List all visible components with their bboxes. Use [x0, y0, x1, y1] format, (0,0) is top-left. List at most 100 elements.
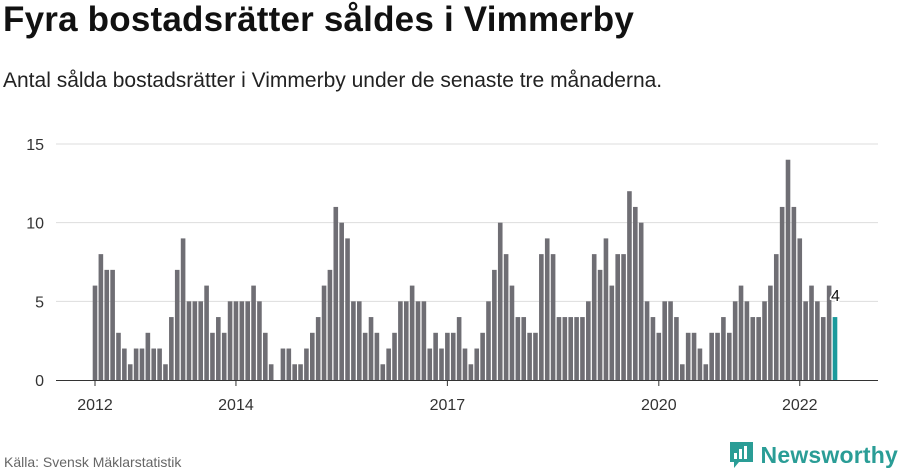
- bar: [580, 317, 585, 380]
- bar: [691, 332, 697, 380]
- bar: [480, 332, 485, 380]
- bar: [527, 332, 532, 380]
- bar: [773, 254, 779, 380]
- y-tick-label: 5: [35, 294, 44, 311]
- bar: [820, 317, 826, 380]
- x-tick-label: 2012: [77, 397, 113, 414]
- bar: [762, 301, 767, 380]
- bar: [310, 332, 315, 380]
- bar: [427, 348, 433, 380]
- bar: [826, 285, 832, 380]
- bar-latest: [832, 317, 838, 380]
- bar: [151, 348, 157, 380]
- bar: [180, 238, 186, 380]
- newsworthy-logo-icon: [729, 442, 753, 468]
- bar: [292, 364, 297, 380]
- bar: [732, 301, 738, 380]
- bar: [345, 238, 350, 380]
- bar: [257, 301, 262, 380]
- bar: [327, 269, 333, 380]
- bar: [163, 364, 168, 380]
- bar: [386, 348, 391, 380]
- chart-subtitle: Antal sålda bostadsrätter i Vimmerby und…: [3, 69, 663, 92]
- bar: [110, 269, 115, 380]
- bar: [474, 348, 480, 380]
- bar: [403, 301, 409, 380]
- bar: [809, 285, 814, 380]
- bar: [356, 301, 362, 380]
- bar: [398, 301, 403, 380]
- bar: [492, 269, 497, 380]
- bar: [662, 301, 667, 380]
- bar: [597, 269, 603, 380]
- bar: [703, 364, 709, 380]
- bar: [497, 222, 503, 380]
- bar: [685, 332, 691, 380]
- bar: [586, 301, 591, 380]
- bar: [550, 254, 556, 380]
- bar: [139, 348, 145, 380]
- bar: [221, 332, 227, 380]
- bar: [462, 348, 468, 380]
- bar: [227, 301, 233, 380]
- bar: [104, 269, 110, 380]
- bar: [169, 317, 174, 380]
- bar: [574, 317, 579, 380]
- x-tick-label: 2017: [430, 397, 466, 414]
- bar: [415, 301, 421, 380]
- bar: [286, 348, 292, 380]
- bar: [627, 191, 632, 380]
- bar: [744, 301, 750, 380]
- bar: [697, 348, 703, 380]
- bar: [650, 317, 656, 380]
- bar: [210, 332, 215, 380]
- bar: [351, 301, 356, 380]
- y-tick-label: 15: [26, 137, 44, 154]
- bar: [216, 317, 221, 380]
- x-tick-label: 2022: [782, 397, 818, 414]
- bar: [268, 364, 274, 380]
- bar: [157, 348, 162, 380]
- bar: [133, 348, 139, 380]
- y-tick-label: 10: [26, 216, 44, 233]
- bar: [609, 285, 615, 380]
- bar: [368, 317, 374, 380]
- bar: [116, 332, 121, 380]
- bar: [174, 269, 180, 380]
- bar: [439, 348, 444, 380]
- bar: [239, 301, 245, 380]
- bar: [374, 332, 380, 380]
- bar: [568, 317, 574, 380]
- bar: [785, 159, 791, 380]
- bar: [797, 238, 803, 380]
- bar: [304, 348, 309, 380]
- bar: [779, 206, 785, 380]
- brand-name: Newsworthy: [760, 441, 898, 468]
- bar: [456, 317, 462, 380]
- bar: [339, 222, 344, 380]
- bar: [433, 332, 438, 380]
- bar: [198, 301, 204, 380]
- bar: [803, 301, 808, 380]
- bar: [768, 285, 773, 380]
- chart-title: Fyra bostadsrätter såldes i Vimmerby: [3, 0, 634, 39]
- bar: [750, 317, 756, 380]
- bar: [409, 285, 415, 380]
- bar: [680, 364, 685, 380]
- bar: [721, 317, 726, 380]
- bar: [362, 332, 368, 380]
- bar: [791, 206, 797, 380]
- brand-logo-block[interactable]: Newsworthy: [728, 440, 898, 470]
- bar: [92, 285, 98, 380]
- bar: [450, 332, 456, 380]
- bar: [815, 301, 820, 380]
- bar: [315, 317, 321, 380]
- bar: [298, 364, 303, 380]
- bar: [533, 332, 538, 380]
- bar: [638, 222, 644, 380]
- bar: [204, 285, 209, 380]
- bar: [539, 254, 544, 380]
- x-tick-label: 2020: [641, 397, 677, 414]
- bar: [668, 301, 673, 380]
- bar: [421, 301, 427, 380]
